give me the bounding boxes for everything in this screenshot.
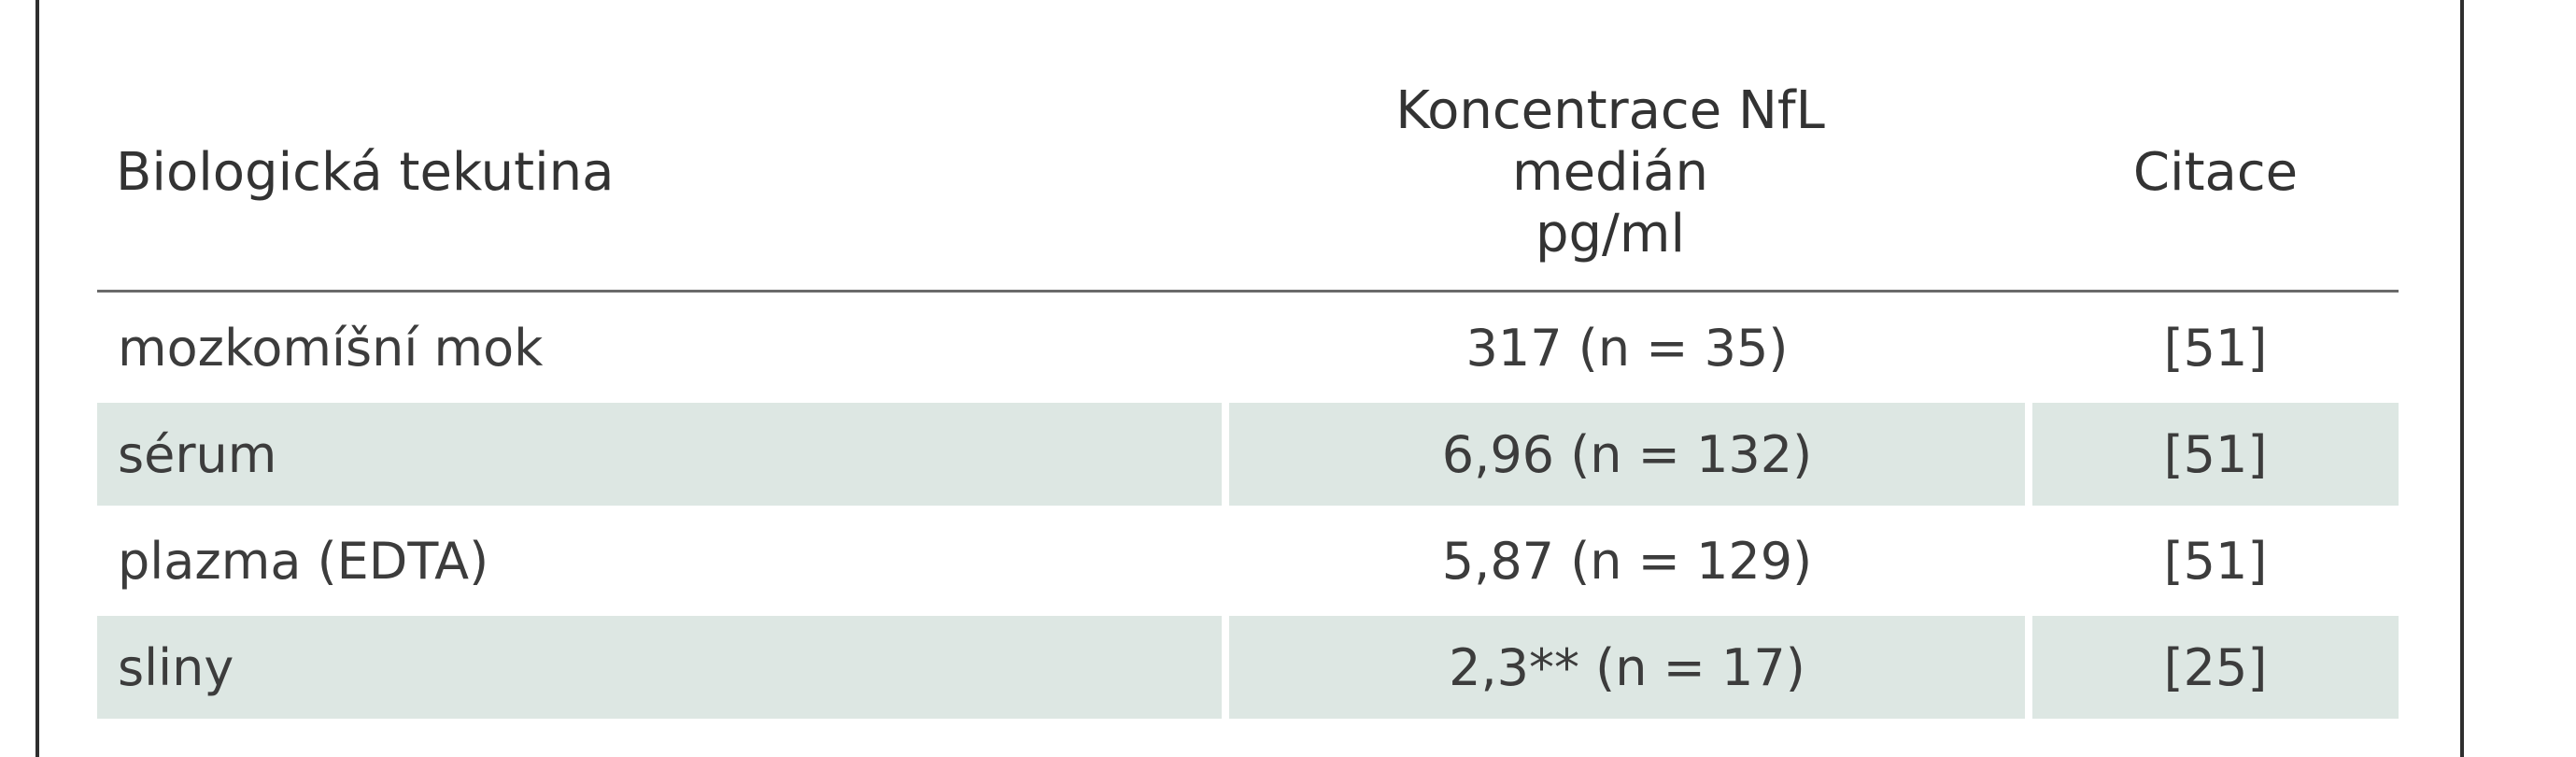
header-fluid: Biologická tekutina — [116, 142, 615, 203]
cell-citation: [51] — [2032, 403, 2399, 506]
cell-citation: [51] — [2163, 531, 2268, 591]
cell-citation: [51] — [2163, 318, 2268, 378]
cell-concentration: 317 (n = 35) — [1465, 318, 1789, 378]
cell-fluid: sliny — [97, 616, 1222, 719]
cell-concentration: 6,96 (n = 132) — [1229, 403, 2025, 506]
cell-fluid: mozkomíšní mok — [118, 318, 544, 378]
header-citation: Citace — [2132, 142, 2299, 203]
header-concentration-line-3: pg/ml — [1535, 204, 1686, 264]
table-row: sérum 6,96 (n = 132) [51] — [97, 403, 2399, 506]
header-concentration: Koncentrace NfL medián pg/ml — [1227, 56, 1993, 290]
cell-concentration: 5,87 (n = 129) — [1441, 531, 1813, 591]
header-concentration-line-2: medián — [1512, 142, 1708, 203]
cell-fluid: sérum — [97, 403, 1222, 506]
table-row: plazma (EDTA) 5,87 (n = 129) [51] — [97, 509, 2399, 612]
page-frame — [35, 0, 2464, 757]
table-row: mozkomíšní mok 317 (n = 35) [51] — [97, 296, 2399, 399]
table-header: Biologická tekutina Koncentrace NfL medi… — [97, 56, 2399, 293]
data-table: Biologická tekutina Koncentrace NfL medi… — [97, 56, 2399, 719]
cell-citation: [25] — [2032, 616, 2399, 719]
cell-fluid: plazma (EDTA) — [118, 531, 489, 591]
cell-concentration: 2,3** (n = 17) — [1229, 616, 2025, 719]
table-row: sliny 2,3** (n = 17) [25] — [97, 616, 2399, 719]
header-concentration-line-1: Koncentrace NfL — [1395, 80, 1825, 141]
